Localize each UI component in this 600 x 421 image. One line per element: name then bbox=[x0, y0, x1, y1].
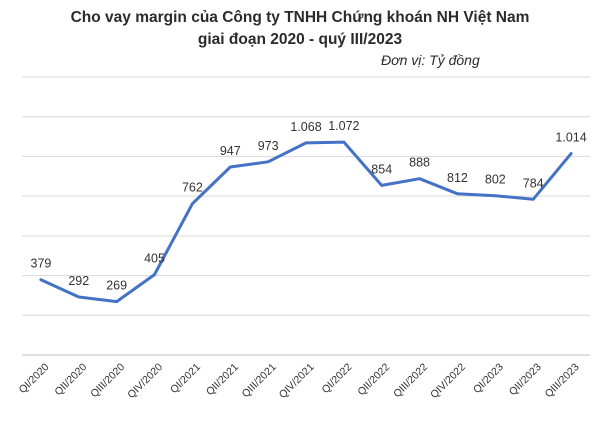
x-tick-label: QII/2021 bbox=[204, 361, 241, 398]
x-tick-label: QII/2020 bbox=[52, 361, 89, 398]
data-label: 888 bbox=[409, 156, 430, 170]
data-label: 379 bbox=[31, 257, 52, 271]
data-label: 1.014 bbox=[555, 131, 586, 145]
data-label: 973 bbox=[258, 139, 279, 153]
x-tick-label: QII/2022 bbox=[355, 361, 392, 398]
data-label: 762 bbox=[182, 181, 203, 195]
x-tick-label: QIII/2023 bbox=[543, 361, 582, 400]
data-label: 802 bbox=[485, 173, 506, 187]
data-label: 812 bbox=[447, 171, 468, 185]
chart-title: Cho vay margin của Công ty TNHH Chứng kh… bbox=[70, 9, 530, 26]
series-line bbox=[39, 140, 573, 304]
data-label: 405 bbox=[144, 252, 165, 266]
x-tick-label: QIII/2022 bbox=[391, 361, 430, 400]
unit-note: Đơn vị: Tỷ đồng bbox=[381, 52, 480, 68]
x-tick-label: QI/2020 bbox=[17, 361, 52, 396]
x-tick-label: QIII/2020 bbox=[88, 361, 127, 400]
data-label: 1.068 bbox=[290, 120, 321, 134]
x-tick-label: QIV/2022 bbox=[428, 361, 468, 401]
series-line-layer bbox=[39, 140, 573, 304]
data-label: 947 bbox=[220, 144, 241, 158]
x-tick-label: QI/2021 bbox=[168, 361, 203, 396]
x-tick-label: QIII/2021 bbox=[240, 361, 279, 400]
x-tick-label: QIV/2021 bbox=[277, 361, 317, 401]
data-label: 269 bbox=[106, 279, 127, 293]
x-tick-label: QI/2023 bbox=[471, 361, 506, 396]
x-tick-label: QIV/2020 bbox=[125, 361, 165, 401]
data-label: 854 bbox=[371, 162, 392, 176]
chart-subtitle: giai đoạn 2020 - quý III/2023 bbox=[197, 31, 403, 48]
data-label: 784 bbox=[523, 176, 544, 190]
x-tick-label: QI/2022 bbox=[320, 361, 355, 396]
data-labels: 379 292 269 405 762 947 973 1.068 1.072 854 888 812… bbox=[31, 119, 587, 292]
data-label: 1.072 bbox=[328, 119, 359, 133]
data-label: 292 bbox=[68, 274, 89, 288]
x-tick-label: QII/2023 bbox=[507, 361, 544, 398]
